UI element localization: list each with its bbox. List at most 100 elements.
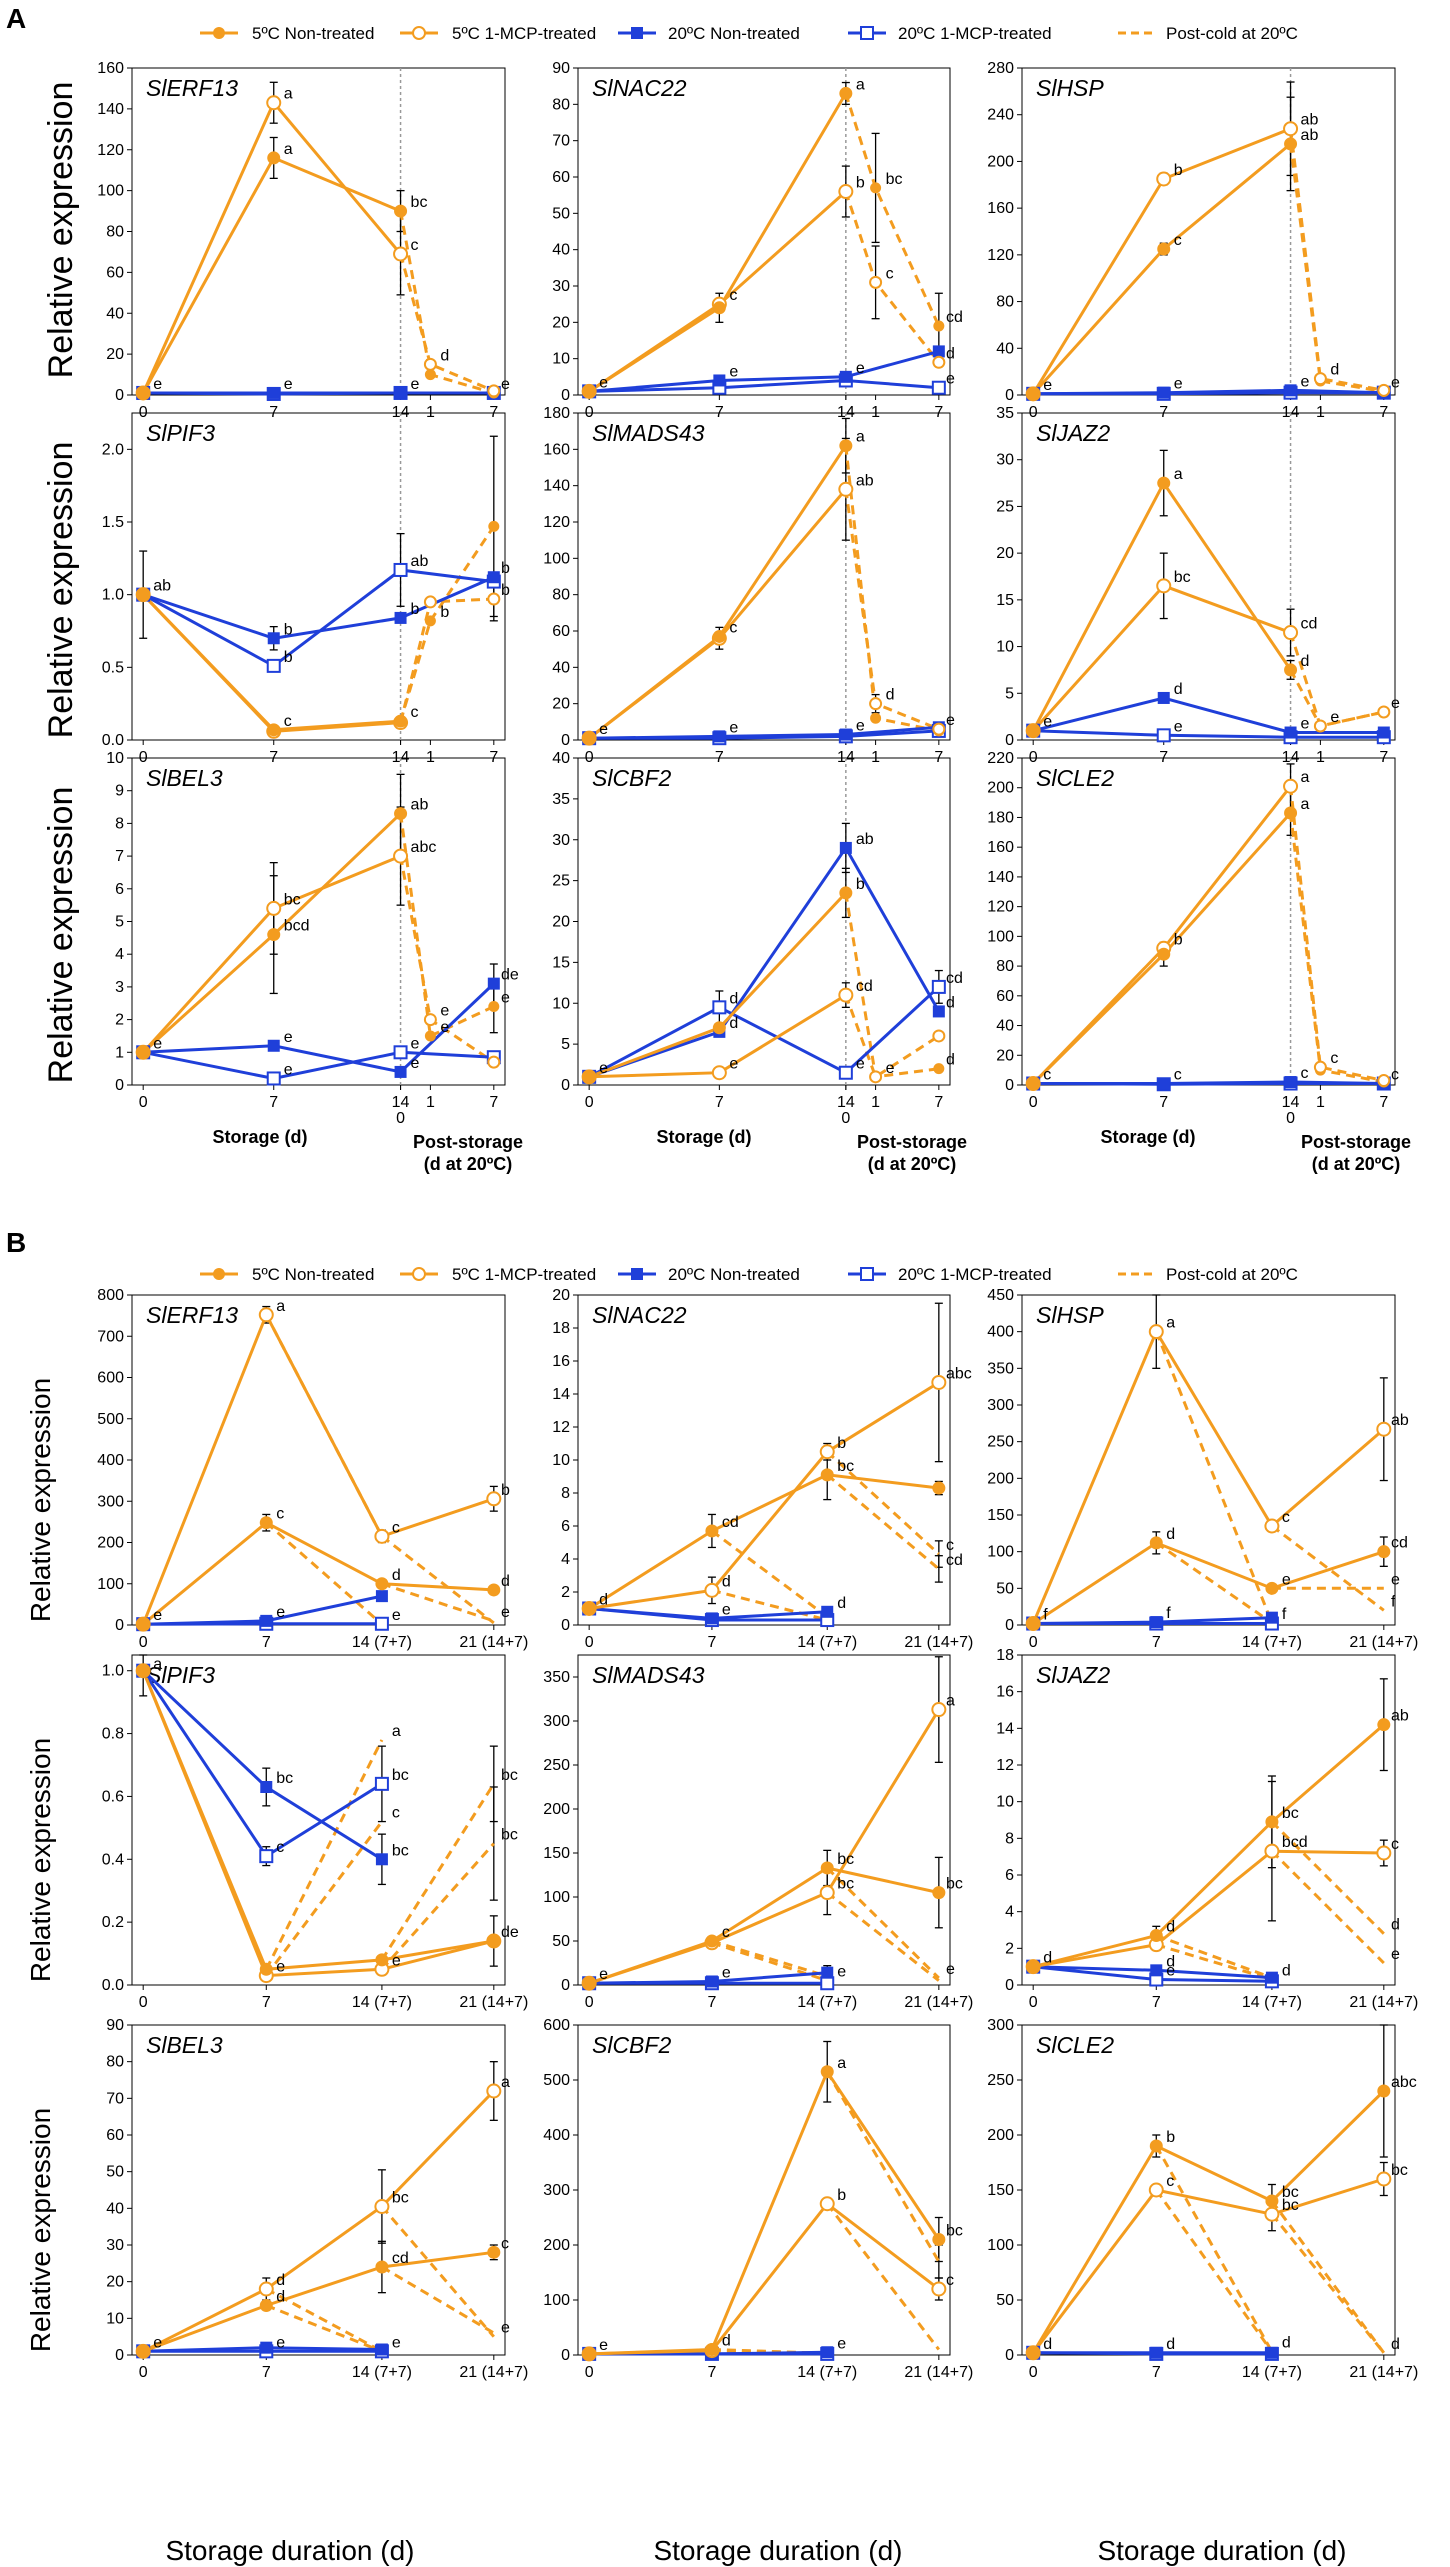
series-20c-mcp bbox=[588, 985, 940, 1079]
point-5c-nt bbox=[1265, 1581, 1279, 1595]
series-5c-mcp bbox=[588, 190, 847, 393]
series-5c-nt bbox=[142, 2250, 494, 2353]
significance-label: e bbox=[1166, 1963, 1175, 1980]
point-5c-nt bbox=[839, 86, 853, 100]
y-tick-label: 80 bbox=[996, 294, 1014, 311]
x-tick-label: 14 bbox=[392, 1094, 410, 1111]
y-tick-label: 300 bbox=[543, 2182, 570, 2199]
point-20c-nt bbox=[932, 345, 945, 358]
significance-label: e bbox=[946, 712, 955, 729]
y-tick-label: 0 bbox=[1005, 2347, 1014, 2364]
point-post-cold-mcp bbox=[1377, 383, 1391, 397]
significance-label: ab bbox=[1391, 1708, 1409, 1725]
plot-frame bbox=[577, 757, 951, 1086]
x-tick-label: 21 (14+7) bbox=[1349, 2364, 1418, 2381]
y-tick-label: 60 bbox=[552, 169, 570, 186]
point-5c-nt bbox=[394, 807, 408, 821]
x-tick-label: 7 bbox=[262, 2364, 271, 2381]
significance-label: cd bbox=[856, 978, 873, 995]
significance-label: e bbox=[729, 719, 738, 736]
significance-label: e bbox=[1330, 709, 1339, 726]
x-duration-label-1: Storage duration (d) bbox=[165, 2535, 414, 2566]
gene-title: SlPIF3 bbox=[146, 420, 215, 446]
significance-label: c bbox=[276, 1506, 284, 1523]
significance-label: b bbox=[856, 876, 865, 893]
y-tick-label: 15 bbox=[996, 592, 1014, 609]
significance-label: e bbox=[284, 376, 293, 393]
gene-title: SlJAZ2 bbox=[1036, 1662, 1110, 1688]
point-5c-nt bbox=[1026, 1960, 1040, 1974]
y-tick-label: 70 bbox=[552, 133, 570, 150]
y-tick-label: 10 bbox=[552, 995, 570, 1012]
x-tick-label: 14 (7+7) bbox=[352, 2364, 412, 2381]
significance-label: e bbox=[729, 1056, 738, 1073]
x-storage-label-1: Storage (d) bbox=[212, 1127, 307, 1147]
y-tick-label: 40 bbox=[996, 1018, 1014, 1035]
y-label-b-row3: Relative expression bbox=[25, 2108, 56, 2352]
significance-label: cd bbox=[392, 2250, 409, 2267]
y-tick-label: 3 bbox=[115, 979, 124, 996]
y-tick-label: 400 bbox=[543, 2127, 570, 2144]
significance-label: d bbox=[722, 2333, 731, 2350]
point-20c-mcp bbox=[374, 1776, 389, 1791]
significance-label: d bbox=[599, 1592, 608, 1609]
point-20c-nt bbox=[839, 370, 852, 383]
significance-label: ab bbox=[856, 472, 874, 489]
significance-label: bc bbox=[837, 1851, 854, 1868]
significance-label: c bbox=[729, 287, 737, 304]
point-5c-nt bbox=[136, 1045, 150, 1059]
point-20c-nt bbox=[394, 1065, 407, 1078]
y-tick-label: 10 bbox=[552, 1452, 570, 1469]
y-tick-label: 5 bbox=[561, 1036, 570, 1053]
point-5c-mcp bbox=[931, 1374, 947, 1390]
series-5c-mcp bbox=[1032, 785, 1292, 1085]
x-tick-label: 1 bbox=[426, 1094, 435, 1111]
significance-label: b bbox=[501, 582, 510, 599]
x-tick-label: 21 (14+7) bbox=[459, 1994, 528, 2011]
series-5c-mcp bbox=[588, 1381, 940, 1610]
plot-frame bbox=[1021, 2024, 1396, 2356]
y-tick-label: 80 bbox=[552, 96, 570, 113]
series-5c-nt bbox=[588, 444, 848, 740]
y-tick-label: 600 bbox=[97, 1370, 124, 1387]
point-5c-mcp bbox=[838, 481, 854, 497]
significance-label: d bbox=[1391, 1917, 1400, 1934]
series-5c-nt bbox=[1031, 2089, 1385, 2354]
point-post-cold-mcp bbox=[1313, 1060, 1327, 1074]
y-tick-label: 20 bbox=[996, 1047, 1014, 1064]
point-5c-nt bbox=[1284, 137, 1298, 151]
x-tick-label: 7 bbox=[489, 1094, 498, 1111]
point-post-cold-mcp bbox=[1313, 372, 1327, 386]
series-post-cold bbox=[711, 1588, 828, 1622]
point-5c-mcp bbox=[1148, 1324, 1164, 1340]
y-tick-label: 0 bbox=[561, 732, 570, 749]
point-post-cold-nt bbox=[424, 615, 436, 627]
y-tick-label: 250 bbox=[987, 1434, 1014, 1451]
y-tick-label: 500 bbox=[97, 1411, 124, 1428]
y-tick-label: 20 bbox=[552, 696, 570, 713]
y-tick-label: 6 bbox=[1005, 1867, 1014, 1884]
significance-label: b bbox=[501, 1482, 510, 1499]
y-tick-label: 80 bbox=[552, 587, 570, 604]
point-20c-nt bbox=[1157, 386, 1170, 399]
point-5c-nt bbox=[839, 886, 853, 900]
y-tick-label: 2 bbox=[1005, 1940, 1014, 1957]
point-20c-mcp bbox=[838, 1065, 853, 1080]
y-tick-label: 120 bbox=[987, 247, 1014, 264]
y-tick-label: 200 bbox=[97, 1535, 124, 1552]
x-tick-label: 7 bbox=[269, 1094, 278, 1111]
significance-label: e bbox=[411, 376, 420, 393]
y-label-a-row3: Relative expression bbox=[42, 787, 80, 1084]
series-post-cold-mcp bbox=[1289, 128, 1385, 392]
point-20c-mcp bbox=[266, 658, 281, 673]
y-tick-label: 350 bbox=[543, 1669, 570, 1686]
series-post-cold bbox=[1270, 2213, 1385, 2354]
significance-label: cd bbox=[722, 1514, 739, 1531]
point-20c-nt bbox=[1284, 1076, 1297, 1089]
significance-label: d bbox=[276, 2272, 285, 2289]
significance-label: c bbox=[722, 1924, 730, 1941]
x-tick-label: 0 bbox=[396, 1110, 405, 1127]
x-tick-label: 0 bbox=[139, 1634, 148, 1651]
